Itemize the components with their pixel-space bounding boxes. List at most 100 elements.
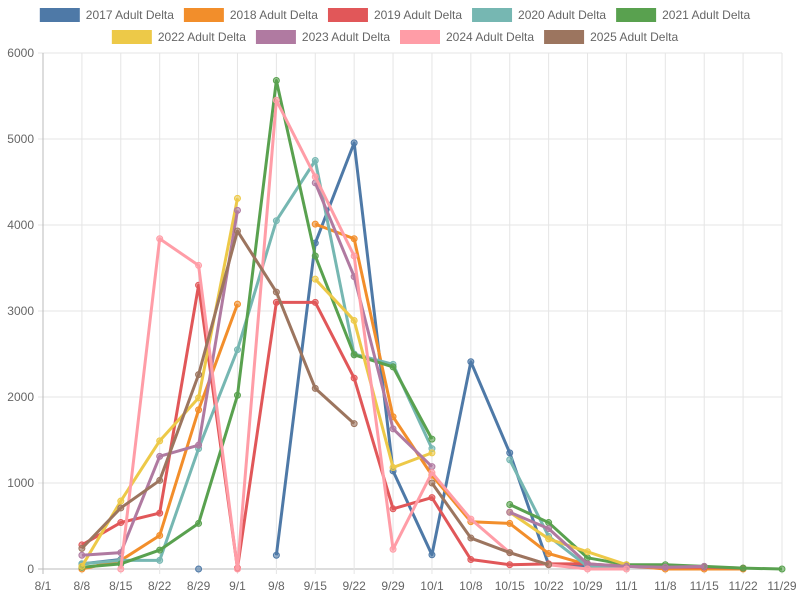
data-point [350,316,358,324]
series-line [509,510,705,569]
legend-swatch [111,30,152,44]
data-point [311,220,319,228]
data-point [272,551,280,559]
x-tick-label: 8/8 [74,579,91,593]
legend-label: 2017 Adult Delta [86,8,174,22]
x-tick-label: 11/15 [690,579,719,593]
data-point [156,531,164,539]
data-point [389,505,397,513]
data-point [311,252,319,260]
legend-item[interactable]: 2020 Adult Delta [472,8,606,22]
data-point [389,545,397,553]
data-point [272,77,280,85]
data-point [389,464,397,472]
data-point [195,371,203,379]
data-point [661,563,669,571]
data-point [389,425,397,433]
data-point [350,374,358,382]
data-point [195,261,203,269]
legend-item[interactable]: 2023 Adult Delta [255,30,390,44]
x-tick-label: 11/29 [767,579,796,593]
data-point [272,96,280,104]
y-tick-label: 4000 [7,218,34,232]
data-point [117,519,125,527]
legend-label: 2025 Adult Delta [590,30,678,44]
data-point [428,494,436,502]
x-tick-label: 9/15 [304,579,328,593]
x-tick-label: 11/8 [654,579,677,593]
legend-swatch [327,8,368,22]
data-point [78,562,86,570]
x-tick-label: 10/15 [495,579,525,593]
legend-item[interactable]: 2018 Adult Delta [183,8,318,22]
data-point [506,501,514,508]
data-point [428,479,436,487]
data-point [117,497,125,505]
legend-label: 2020 Adult Delta [518,8,606,22]
data-point [389,363,397,371]
legend-label: 2019 Adult Delta [374,8,462,22]
x-tick-label: 8/1 [35,579,52,593]
series-line [313,182,433,468]
data-point [350,235,358,243]
data-point [350,252,358,260]
data-point [233,206,241,214]
data-point [545,519,553,527]
legend-item[interactable]: 2017 Adult Delta [39,8,174,22]
legend-swatch [183,8,224,22]
legend-item[interactable]: 2024 Adult Delta [400,30,534,44]
legend-swatch [39,8,80,22]
data-point [506,449,514,457]
data-point [195,519,203,527]
series-line [509,503,783,571]
data-point [739,564,747,572]
x-tick-label: 8/15 [109,579,133,593]
legend-item[interactable]: 2025 Adult Delta [544,30,678,44]
legend-label: 2024 Adult Delta [446,30,534,44]
data-point [428,463,436,471]
series-line [81,79,434,569]
data-point [311,157,319,164]
data-point [233,227,241,235]
legend-label: 2018 Adult Delta [230,8,318,22]
legend-swatch [616,8,657,22]
series-line [80,229,356,550]
y-tick-label: 6000 [7,46,34,60]
data-point [195,441,203,449]
x-tick-label: 9/1 [229,579,246,593]
data-point [545,535,553,543]
x-tick-label: 9/22 [342,579,366,593]
x-tick-label: 8/29 [187,579,211,593]
y-tick-label: 2000 [7,390,34,404]
data-point [428,449,436,457]
legend-label: 2022 Adult Delta [158,30,246,44]
data-point [311,275,319,283]
data-point [584,565,592,573]
legend-item[interactable]: 2022 Adult Delta [111,30,246,44]
data-point [428,435,436,443]
legend-label: 2023 Adult Delta [302,30,390,44]
data-point [156,476,164,484]
data-point [622,565,630,573]
data-point [156,556,164,564]
data-point [778,565,786,573]
data-point [233,565,241,573]
legend-item[interactable]: 2021 Adult Delta [616,8,751,22]
data-point [506,561,514,569]
data-point [467,358,475,366]
data-point [78,544,86,552]
x-tick-label: 9/29 [381,579,405,593]
data-point [272,288,280,296]
series-line [508,459,627,569]
series-line [81,159,434,566]
x-tick-label: 10/8 [459,579,483,593]
data-point [350,420,358,428]
data-point [117,565,125,573]
legend-swatch [400,30,440,44]
legend-item[interactable]: 2019 Adult Delta [327,8,462,22]
data-point [195,406,203,414]
data-point [156,235,164,243]
series-line [81,283,744,570]
data-point [350,351,358,359]
data-point [156,509,164,517]
